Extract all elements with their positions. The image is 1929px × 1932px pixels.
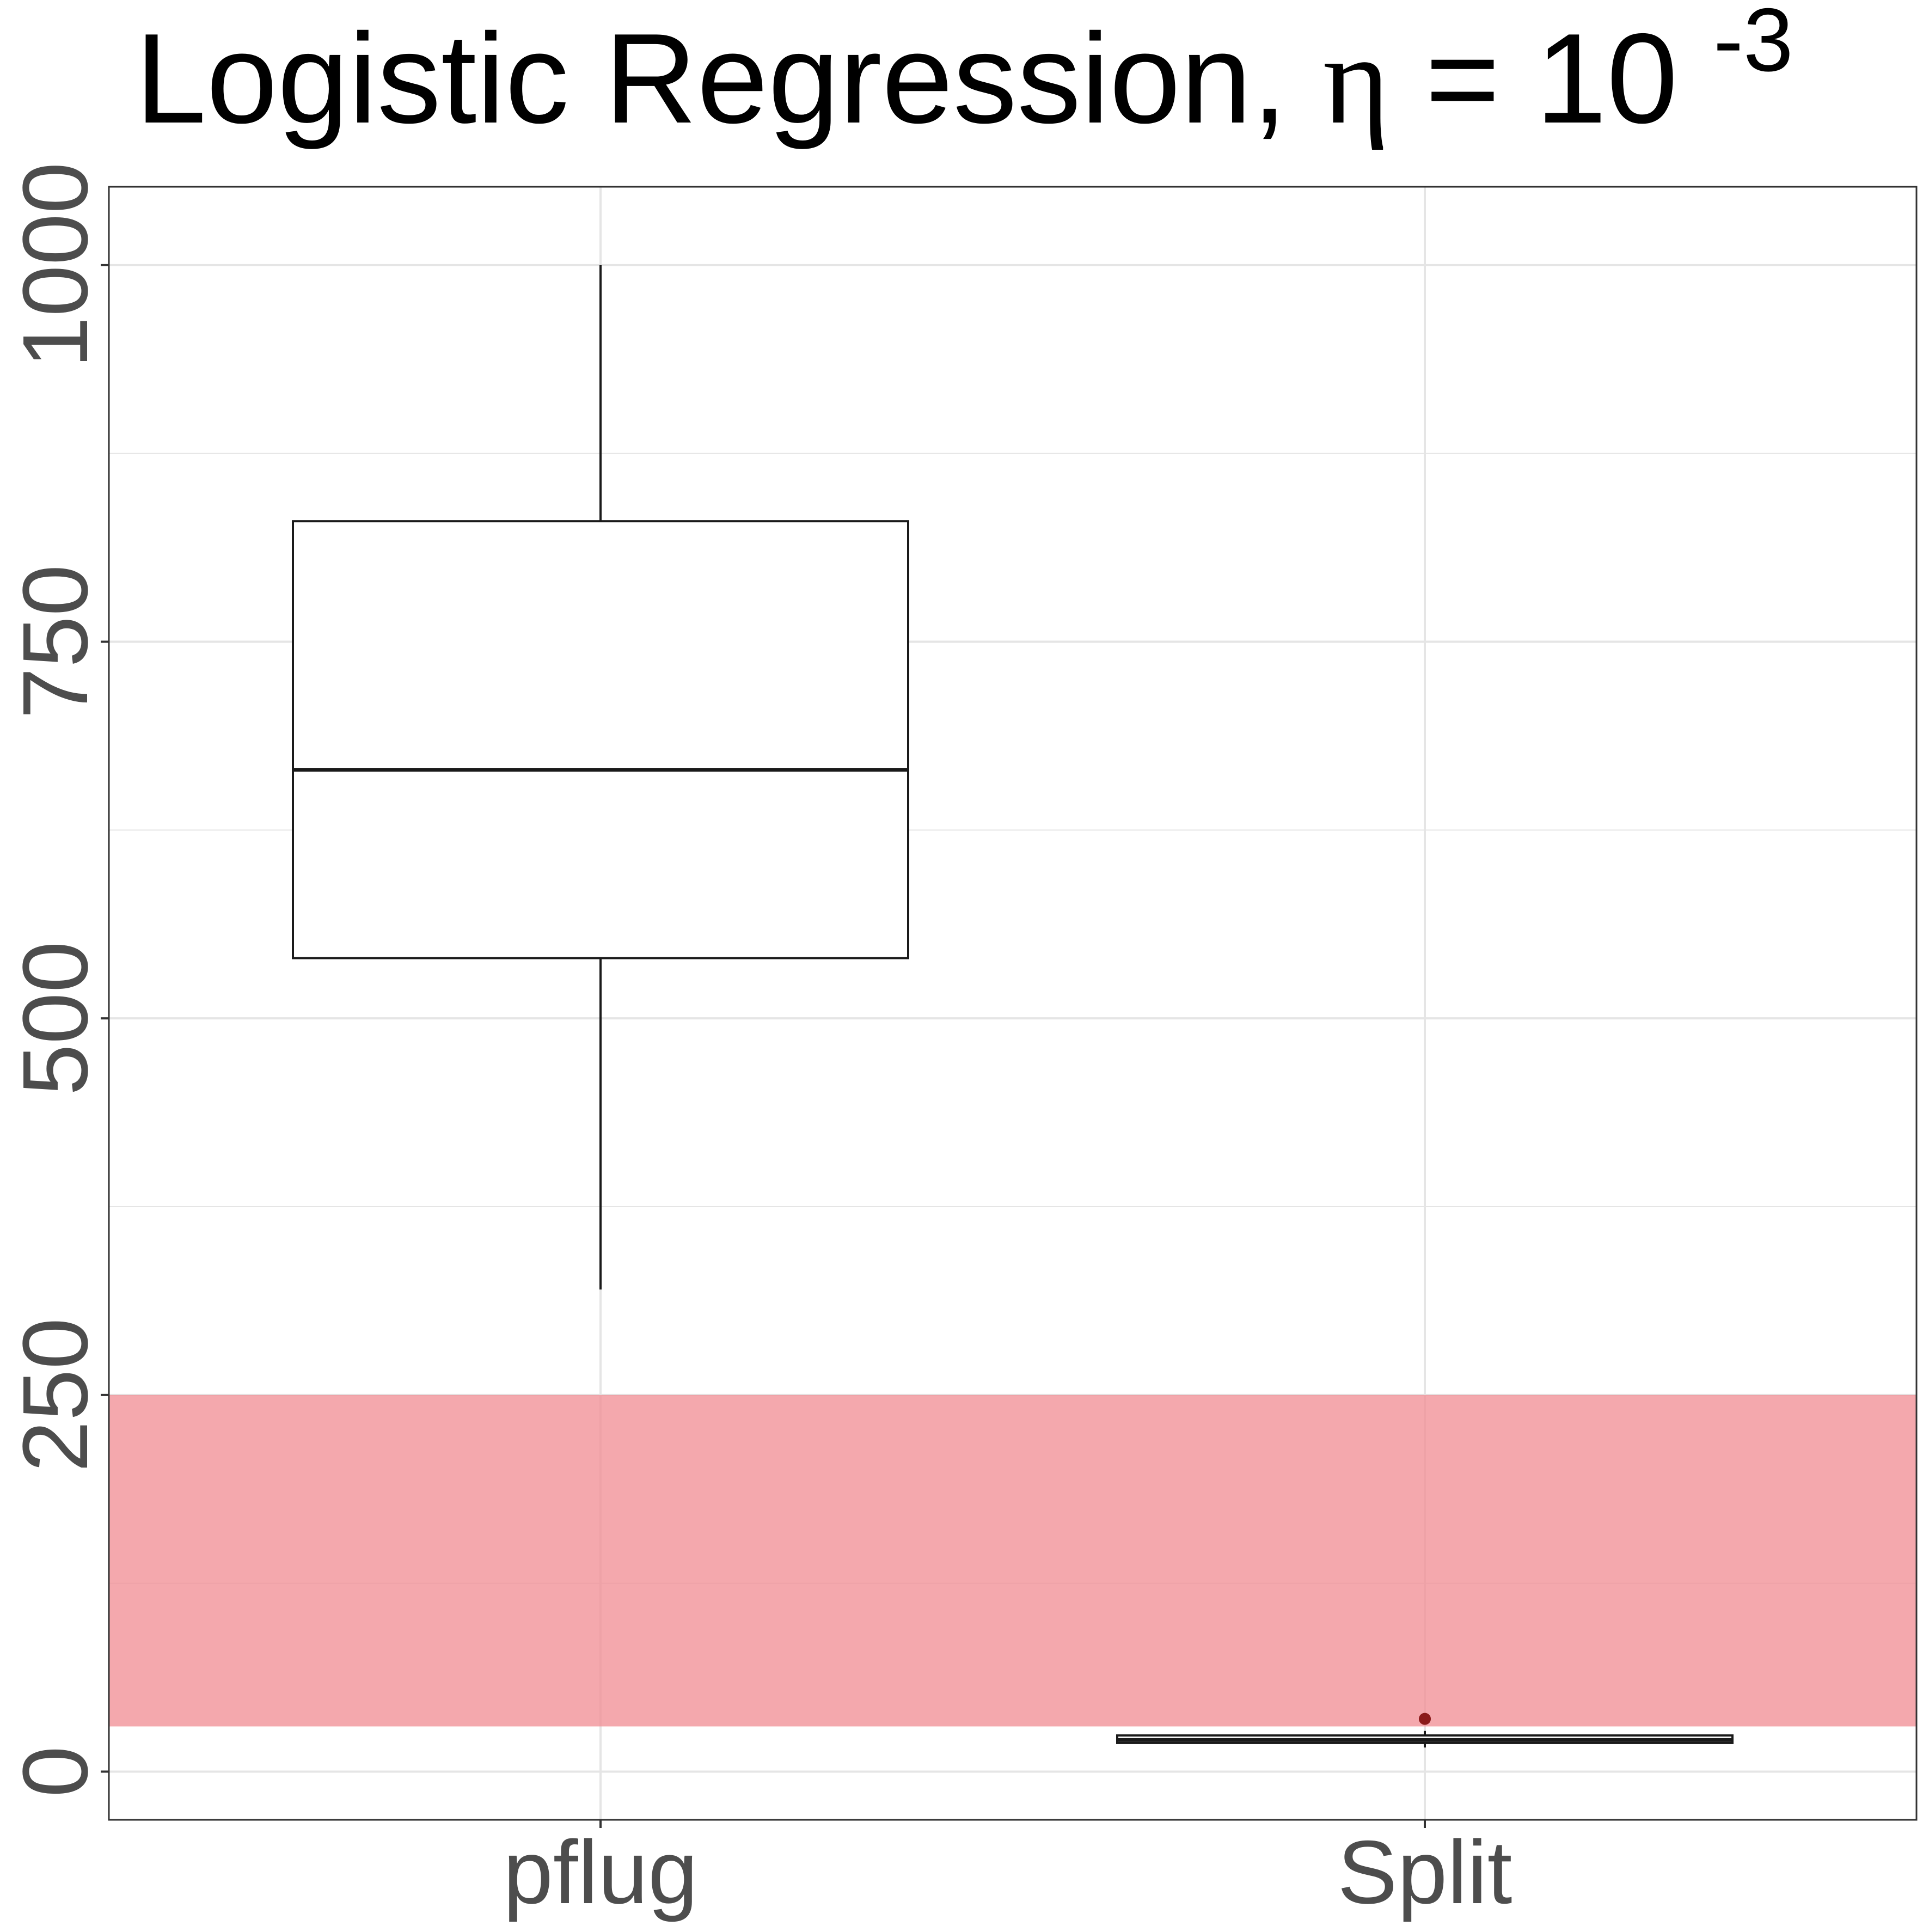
chart-title-eq: = 10 — [1425, 7, 1678, 150]
y-tick-label: 250 — [4, 1318, 107, 1472]
plot-area: 0 250 500 750 1000 pflug Split — [4, 162, 1918, 1922]
panel-border — [108, 186, 1918, 1821]
box-pflug — [292, 520, 909, 959]
x-tick-label: pflug — [503, 1822, 698, 1922]
x-tick-label: Split — [1338, 1822, 1512, 1922]
outlier-point-highlighted — [1419, 1713, 1431, 1725]
y-tick-label: 1000 — [4, 162, 107, 368]
y-tick-label: 750 — [4, 565, 107, 719]
chart-title-superscript: -3 — [1713, 0, 1793, 90]
y-tick-label: 0 — [4, 1746, 107, 1798]
chart-title: Logistic Regression, η = 10 -3 — [135, 0, 1793, 150]
chart-title-symbol: η — [1323, 9, 1390, 150]
chart-title-main: Logistic Regression, — [135, 7, 1322, 150]
y-tick-label: 500 — [4, 941, 107, 1096]
highlight-band — [109, 1395, 1916, 1727]
